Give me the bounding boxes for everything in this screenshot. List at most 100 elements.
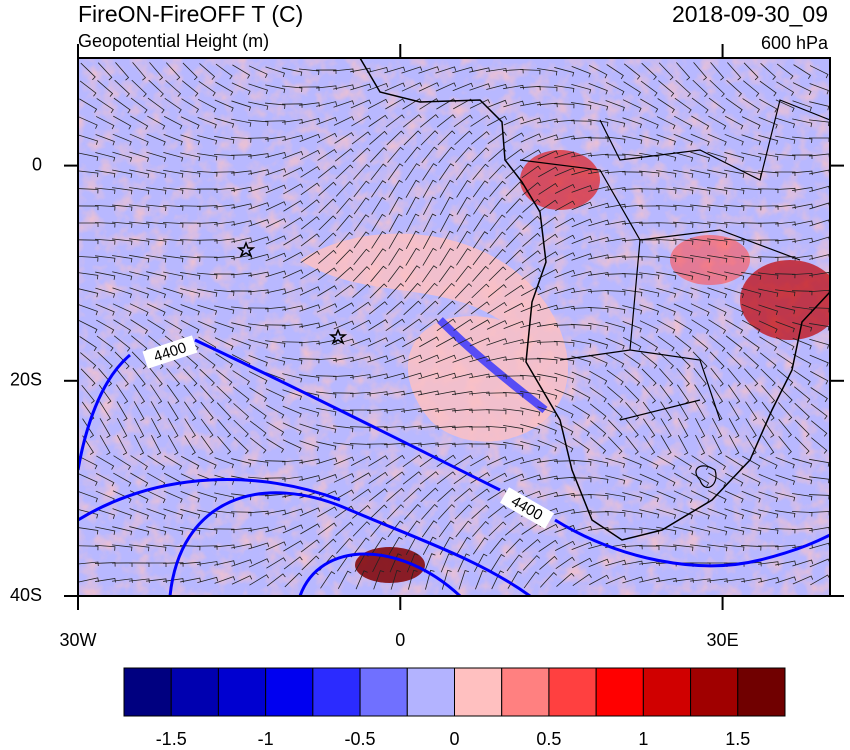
wind-barb bbox=[248, 153, 269, 158]
wind-barb bbox=[694, 384, 707, 404]
wind-barb bbox=[571, 235, 593, 245]
wind-barb bbox=[401, 82, 423, 92]
wind-barb bbox=[402, 114, 422, 128]
coastline bbox=[359, 58, 830, 541]
wind-barb bbox=[146, 526, 167, 536]
wind-barb bbox=[473, 214, 489, 232]
wind-barb bbox=[711, 384, 724, 404]
wind-barb bbox=[389, 553, 402, 573]
wind-barb bbox=[197, 288, 218, 297]
wind-barb bbox=[248, 371, 268, 385]
wind-barb bbox=[98, 368, 113, 387]
wind-barb bbox=[741, 152, 762, 162]
wind-barb bbox=[368, 455, 388, 467]
wind-barb bbox=[758, 134, 779, 145]
wind-barb bbox=[132, 62, 147, 81]
wind-barb bbox=[775, 560, 796, 566]
wind-barb bbox=[369, 283, 388, 299]
wind-barb bbox=[453, 98, 474, 110]
wind-barb bbox=[519, 374, 541, 381]
wind-barb bbox=[470, 472, 490, 484]
wind-barb bbox=[624, 385, 640, 404]
colorbar-box bbox=[406, 667, 455, 717]
wind-barb bbox=[405, 230, 420, 249]
wind-barb bbox=[115, 367, 129, 387]
wind-barb bbox=[690, 169, 711, 179]
wind-barb bbox=[605, 337, 625, 350]
wind-barb bbox=[317, 506, 338, 518]
wind-barb bbox=[390, 569, 401, 590]
colorbar-label: -1.5 bbox=[156, 729, 187, 749]
x-tick-label: 30E bbox=[707, 630, 739, 650]
wind-barb bbox=[757, 239, 779, 244]
wind-barb bbox=[673, 221, 694, 228]
wind-barb bbox=[180, 320, 200, 334]
wind-barb bbox=[334, 132, 354, 144]
wind-barb bbox=[282, 459, 303, 465]
wind-barb bbox=[299, 286, 321, 296]
wind-barb bbox=[695, 434, 706, 456]
colorbar-label: 1 bbox=[638, 729, 648, 749]
wind-barb bbox=[639, 170, 660, 177]
wind-barb bbox=[231, 118, 252, 127]
wind-barb bbox=[758, 456, 778, 470]
wind-barb bbox=[78, 491, 98, 503]
wind-barb bbox=[673, 544, 694, 552]
wind-barb bbox=[521, 285, 542, 297]
wind-barb bbox=[265, 388, 285, 402]
wind-barb bbox=[300, 216, 320, 230]
wind-barb bbox=[79, 80, 97, 97]
wind-barb bbox=[622, 321, 642, 333]
wind-barb bbox=[146, 238, 167, 246]
wind-barb bbox=[213, 153, 235, 160]
wind-barb bbox=[232, 370, 250, 386]
wind-barb bbox=[112, 169, 133, 178]
wind-barb bbox=[385, 114, 405, 128]
wind-barb bbox=[112, 508, 132, 520]
wind-barb bbox=[726, 351, 742, 370]
wind-barb bbox=[741, 116, 761, 130]
wind-barb bbox=[505, 198, 524, 214]
wind-barb bbox=[520, 424, 541, 434]
wind-barb bbox=[623, 81, 641, 96]
wind-barb bbox=[725, 97, 743, 114]
wind-barb bbox=[439, 247, 454, 266]
wind-barb bbox=[384, 354, 406, 363]
wind-barb bbox=[503, 408, 524, 416]
wind-barb bbox=[486, 68, 507, 73]
wind-barb bbox=[265, 136, 286, 141]
wind-barb bbox=[94, 222, 116, 228]
wind-barb bbox=[422, 230, 437, 250]
wind-barb bbox=[197, 576, 219, 583]
wind-barb bbox=[690, 133, 710, 146]
wind-barb bbox=[435, 82, 457, 92]
wind-barb bbox=[691, 319, 710, 334]
wind-barb bbox=[316, 321, 338, 329]
wind-barb bbox=[130, 319, 148, 334]
wind-barb bbox=[487, 284, 507, 298]
wind-barb bbox=[213, 273, 235, 279]
wind-barb bbox=[116, 401, 128, 421]
wind-barb bbox=[809, 323, 830, 331]
wind-barb bbox=[775, 337, 795, 351]
warm-anomaly bbox=[300, 233, 569, 442]
wind-barb bbox=[200, 435, 214, 455]
wind-barb bbox=[503, 357, 524, 362]
wind-barb bbox=[95, 508, 116, 519]
wind-barb bbox=[95, 255, 116, 263]
wind-barb bbox=[623, 63, 641, 80]
wind-barb bbox=[639, 509, 660, 519]
wind-barb bbox=[692, 335, 709, 352]
wind-barb bbox=[674, 115, 693, 130]
wind-barb bbox=[180, 527, 201, 535]
wind-barb bbox=[248, 101, 269, 111]
wind-barb bbox=[741, 577, 762, 583]
wind-barb bbox=[760, 368, 776, 387]
height-contour bbox=[168, 491, 531, 596]
wind-barb bbox=[456, 180, 471, 198]
wind-barb bbox=[94, 544, 116, 551]
wind-barb bbox=[656, 303, 676, 316]
wind-barb bbox=[167, 435, 179, 456]
wind-barb bbox=[368, 471, 388, 484]
wind-barb bbox=[197, 98, 217, 113]
